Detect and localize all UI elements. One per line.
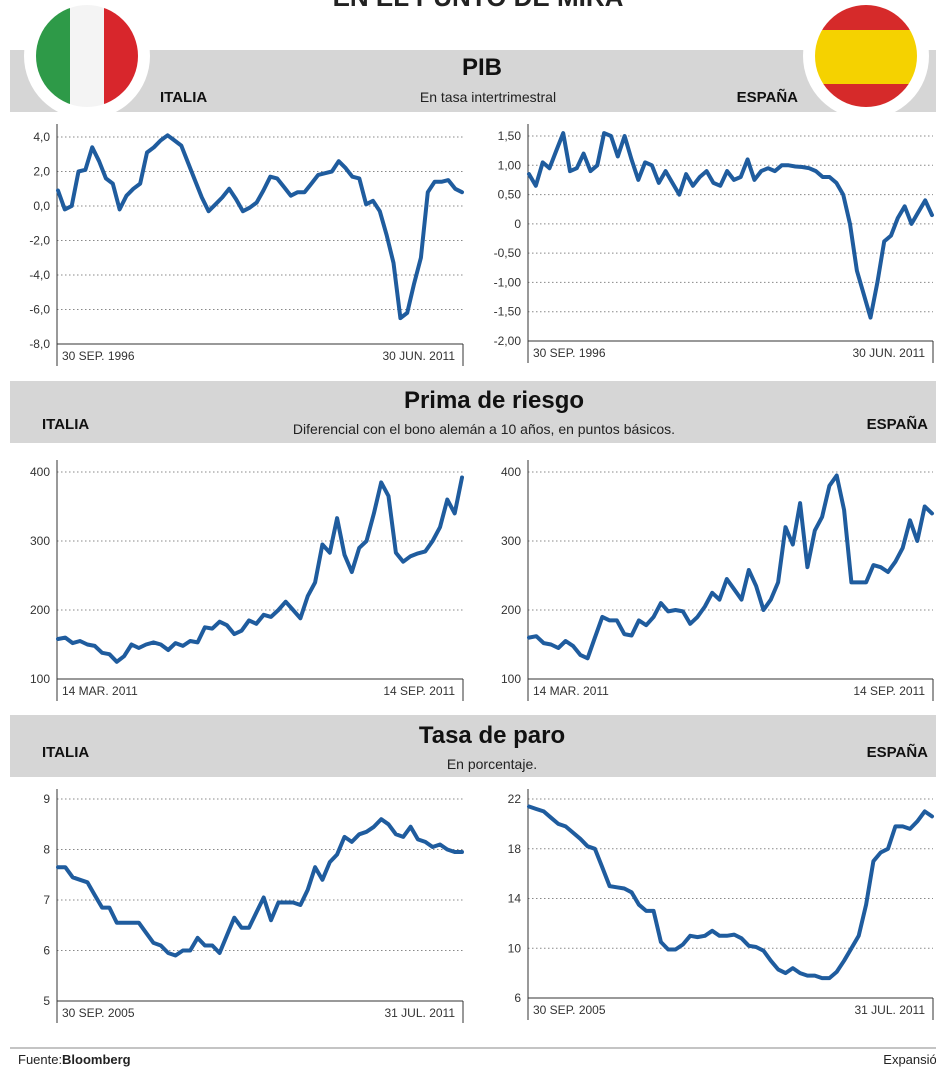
y-tick-label: 0 xyxy=(514,217,521,231)
y-tick-label: -8,0 xyxy=(29,337,50,351)
y-tick-label: 300 xyxy=(501,534,521,548)
chart: 4,0 2,0 0,0 -2,0 -4,0 -6,0 -8,0 30 SEP. 1996 30 … xyxy=(29,124,464,366)
x-tick-label: 30 JUN. 2011 xyxy=(853,346,926,360)
x-tick-label: 30 SEP. 2005 xyxy=(533,1003,606,1017)
y-tick-label: -4,0 xyxy=(29,268,50,282)
section-subtitle: En tasa intertrimestral xyxy=(420,89,556,105)
y-tick-label: 7 xyxy=(43,893,50,907)
source-name: Bloomberg xyxy=(62,1052,131,1067)
country-label: ITALIA xyxy=(42,744,89,761)
y-tick-label: -6,0 xyxy=(29,303,50,317)
y-tick-label: 18 xyxy=(508,842,522,856)
x-tick-label: 14 SEP. 2011 xyxy=(383,684,455,698)
section-title: Prima de riesgo xyxy=(404,387,584,414)
y-tick-label: 6 xyxy=(43,944,50,958)
section-subtitle: En porcentaje. xyxy=(447,756,537,772)
x-tick-label: 14 SEP. 2011 xyxy=(853,684,925,698)
data-line xyxy=(56,475,464,664)
chart: 22 18 14 10 6 30 SEP. 2005 31 JUL. 2011 xyxy=(508,789,934,1020)
data-line xyxy=(56,133,464,321)
y-tick-label: 4,0 xyxy=(33,130,50,144)
publisher: Expansión xyxy=(883,1052,936,1067)
data-line xyxy=(527,131,934,320)
y-tick-label: 6 xyxy=(514,991,521,1005)
page-title: EN EL PUNTO DE MIRA xyxy=(333,0,624,12)
section-band xyxy=(10,715,936,777)
y-tick-label: -0,50 xyxy=(494,246,522,260)
country-label: ESPAÑA xyxy=(867,743,929,761)
y-tick-label: 22 xyxy=(508,792,522,806)
section-band xyxy=(10,381,936,443)
y-tick-label: 5 xyxy=(43,994,50,1008)
y-tick-label: 300 xyxy=(30,534,50,548)
y-tick-label: 400 xyxy=(30,465,50,479)
data-line xyxy=(527,473,934,661)
y-tick-label: 0,0 xyxy=(33,199,50,213)
section-title: PIB xyxy=(462,54,502,81)
country-label: ESPAÑA xyxy=(867,415,929,433)
flag-italy xyxy=(24,0,150,119)
x-tick-label: 31 JUL. 2011 xyxy=(385,1006,456,1020)
y-tick-label: -1,00 xyxy=(494,275,522,289)
chart: 400 300 200 100 14 MAR. 2011 14 SEP. 2011 xyxy=(30,460,464,701)
y-tick-label: 10 xyxy=(508,941,522,955)
x-tick-label: 31 JUL. 2011 xyxy=(855,1003,926,1017)
section-subtitle: Diferencial con el bono alemán a 10 años… xyxy=(293,421,675,437)
x-tick-label: 30 JUN. 2011 xyxy=(383,349,456,363)
x-tick-label: 30 SEP. 1996 xyxy=(533,346,606,360)
y-tick-label: 9 xyxy=(43,792,50,806)
y-tick-label: 400 xyxy=(501,465,521,479)
x-tick-label: 14 MAR. 2011 xyxy=(62,684,138,698)
y-tick-label: 14 xyxy=(508,892,522,906)
x-tick-label: 30 SEP. 2005 xyxy=(62,1006,135,1020)
y-tick-label: 8 xyxy=(43,843,50,857)
section-band xyxy=(10,50,936,112)
y-tick-label: -2,0 xyxy=(29,234,50,248)
y-tick-label: 100 xyxy=(501,672,521,686)
country-label: ITALIA xyxy=(42,416,89,433)
data-line xyxy=(527,804,934,981)
chart: 1,50 1,00 0,50 0 -0,50 -1,00 -1,50 -2,00 30 SEP.… xyxy=(494,124,934,363)
country-label: ESPAÑA xyxy=(737,88,799,106)
y-tick-label: 100 xyxy=(30,672,50,686)
section-title: Tasa de paro xyxy=(419,722,565,749)
chart: 400 300 200 100 14 MAR. 2011 14 SEP. 2011 xyxy=(501,460,934,701)
country-label: ITALIA xyxy=(160,89,207,106)
y-tick-label: 1,00 xyxy=(498,158,522,172)
x-tick-label: 14 MAR. 2011 xyxy=(533,684,609,698)
y-tick-label: 2,0 xyxy=(33,165,50,179)
y-tick-label: -2,00 xyxy=(494,334,522,348)
chart: 9 8 7 6 5 30 SEP. 2005 31 JUL. 2011 xyxy=(43,789,464,1023)
y-tick-label: 0,50 xyxy=(498,188,522,202)
source-label: Fuente: xyxy=(18,1052,62,1067)
data-line xyxy=(56,817,464,958)
y-tick-label: 200 xyxy=(501,603,521,617)
y-tick-label: 1,50 xyxy=(498,129,522,143)
flag-spain xyxy=(803,0,929,119)
y-tick-label: -1,50 xyxy=(494,305,522,319)
x-tick-label: 30 SEP. 1996 xyxy=(62,349,135,363)
y-tick-label: 200 xyxy=(30,603,50,617)
